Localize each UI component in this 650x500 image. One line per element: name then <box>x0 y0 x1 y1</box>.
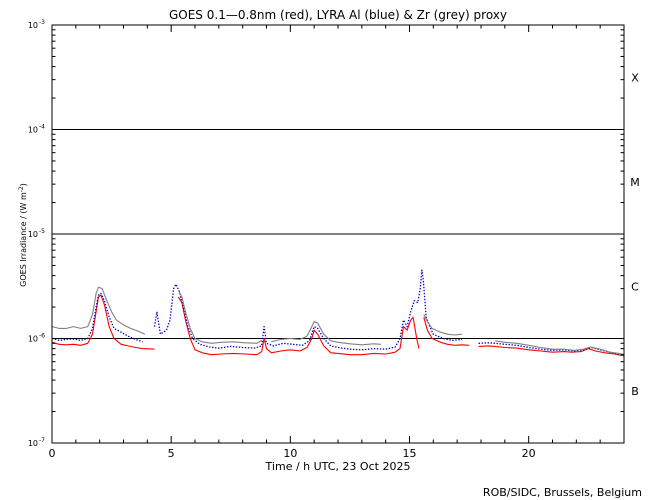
y-tick-label: 10 <box>28 335 38 344</box>
series-line <box>51 294 155 350</box>
flare-class-label: X <box>631 71 639 84</box>
series-line <box>478 345 625 357</box>
x-tick-label: 5 <box>168 447 175 460</box>
flare-class-labels: X M C B <box>630 71 640 398</box>
x-axis-title: Time / h UTC, 23 Oct 2025 <box>265 460 411 473</box>
x-tick-label: 20 <box>522 447 536 460</box>
x-tick-label: 15 <box>403 447 417 460</box>
series-line <box>478 342 625 356</box>
y-tick-label-exponent: -6 <box>39 333 45 340</box>
credit-text: ROB/SIDC, Brussels, Belgium <box>483 486 642 499</box>
plot-frame <box>51 24 625 444</box>
y-axis-title-close: ) <box>19 183 28 186</box>
y-tick-label: 10 <box>28 126 38 135</box>
flare-class-label: C <box>631 280 639 293</box>
y-tick-label-exponent: -5 <box>39 228 45 235</box>
flare-class-lines <box>52 129 624 339</box>
y-axis-title-sup: -2 <box>18 186 25 192</box>
series-line <box>51 292 143 343</box>
y-tick-label: 10 <box>28 230 38 239</box>
series-line <box>51 286 146 335</box>
series-line <box>177 296 420 356</box>
x-tick-label: 10 <box>283 447 297 460</box>
y-tick-label-exponent: -3 <box>39 19 45 26</box>
series-line <box>423 317 470 346</box>
series-layer <box>51 269 625 357</box>
chart-title: GOES 0.1—0.8nm (red), LYRA Al (blue) & Z… <box>169 8 507 22</box>
series-line <box>177 289 262 344</box>
y-tick-label: 10 <box>28 439 38 448</box>
flare-class-label: M <box>630 176 640 189</box>
y-tick-label-exponent: -7 <box>39 437 45 444</box>
y-tick-label-exponent: -4 <box>39 124 45 131</box>
y-axis-title-text: GOES Irradiance / (W m <box>19 192 28 287</box>
y-axis-title: GOES Irradiance / (W m-2) <box>18 183 29 287</box>
svg-text:GOES Irradiance / (W m-2): GOES Irradiance / (W m-2) <box>18 183 29 287</box>
series-line <box>153 269 462 351</box>
x-tick-label: 0 <box>49 447 56 460</box>
series-line <box>271 321 381 346</box>
flare-class-label: B <box>631 385 639 398</box>
y-tick-label: 10 <box>28 21 38 30</box>
series-line <box>495 340 625 356</box>
series-line <box>423 314 462 336</box>
